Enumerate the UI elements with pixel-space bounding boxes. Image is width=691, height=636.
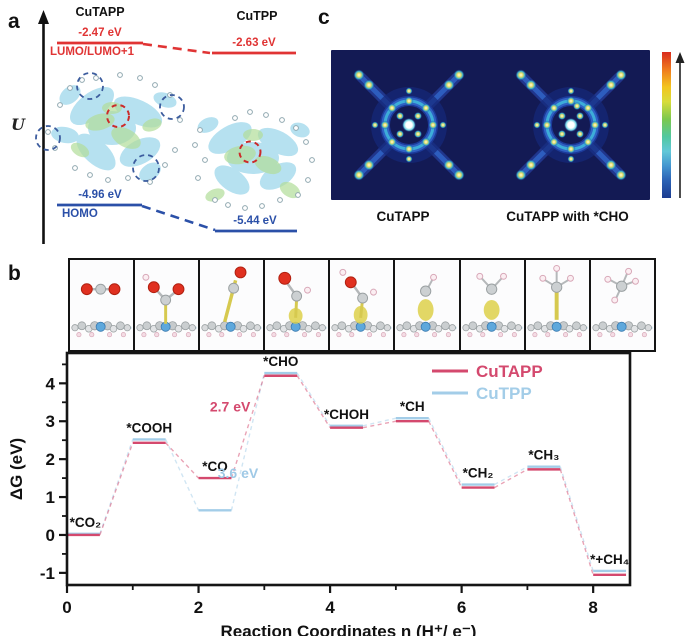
colorbar-up-arrow-icon [675,52,685,198]
reaction-intermediate-strip [68,258,657,352]
x-axis-title: Reaction Coordinates n (H⁺/ e⁻) [221,622,477,636]
density-map-cutapp-with-cho [516,70,627,181]
cu-center-dashed-circle [106,104,130,128]
lumo-left-value: -2.47 eV [78,27,122,39]
connector-CuTPP [494,466,528,486]
homo-left-value: -4.96 eV [78,189,122,201]
connector-CuTAPP [559,469,594,575]
cu-center-dashed-circle [238,140,262,164]
x-tick-label: 8 [588,598,597,617]
structure-ch2 [458,258,526,352]
homo-levels [57,203,297,233]
connector-CuTPP [230,372,265,511]
cutapp-title: CuTAPP [75,5,125,19]
structure-co2 [68,258,136,352]
species-label: *CH [400,399,425,414]
energy-axis-arrow-icon [38,10,49,244]
panel-b-label: b [8,262,21,285]
panel-a-label: a [8,10,20,33]
y-tick-label: 4 [46,374,56,393]
structure-co [198,258,266,352]
amino-group-dashed-circles [35,72,185,182]
y-tick-label: -1 [40,564,55,583]
annotation: 2.7 eV [210,398,251,414]
energy-axis-label: U [11,115,25,134]
chart-frame [65,351,632,587]
lumo-label: LUMO/LUMO+1 [50,46,135,58]
lumo-levels [57,41,296,55]
species-label: *CO₂ [70,515,102,530]
charge-density-maps [331,50,650,200]
legend-label-CuTAPP: CuTAPP [476,362,543,381]
density-map-cutapp [354,70,465,181]
connector-CuTPP [296,372,331,427]
species-label: *COOH [126,420,172,435]
structure-ch4 [588,258,657,352]
homo-label: HOMO [62,208,98,220]
panel-a-graphics [35,10,315,244]
colorbar-icon [662,52,671,198]
panel-c-label: c [318,6,330,29]
connector-CuTAPP [428,420,463,488]
cutapp-orbital-isosurface [35,72,185,185]
caption-cutapp: CuTAPP [376,209,430,224]
connector-CuTAPP [230,375,265,479]
species-label: *CO [202,459,228,474]
connector-CuTAPP [296,375,331,429]
y-tick-label: 1 [46,488,55,507]
connector-CuTAPP [362,420,396,429]
species-label: *CHOH [324,407,369,422]
structure-ch3 [523,258,591,352]
legend-label-CuTPP: CuTPP [476,384,532,403]
x-tick-label: 4 [325,598,335,617]
connector-CuTAPP [99,442,134,536]
y-tick-label: 3 [46,412,55,431]
structure-choh [328,258,396,352]
x-tick-label: 0 [62,598,71,617]
structure-ch [393,258,461,352]
cutpp-orbital-isosurface [192,109,315,211]
y-tick-label: 2 [46,450,55,469]
connector-CuTPP [362,417,397,427]
homo-right-value: -5.44 eV [233,215,277,227]
annotation: 3.6 eV [218,465,259,481]
connector-CuTPP [428,417,463,485]
x-tick-label: 2 [194,598,203,617]
species-label: *+CH₄ [590,552,629,567]
connector-CuTPP [165,439,200,511]
lumo-right-value: -2.63 eV [232,37,276,49]
structure-cooh [133,258,201,352]
connector-CuTPP [559,466,594,572]
free-energy-chart: 0 2 4 6 8 -1 0 1 2 3 4 Reaction Coordinates n (H⁺/ … [7,351,632,636]
species-label: *CH₃ [528,448,559,463]
y-tick-label: 0 [46,526,55,545]
charge-density-panel [331,50,650,200]
cutpp-title: CuTPP [236,9,278,23]
x-tick-label: 6 [457,598,466,617]
y-axis-title: ΔG (eV) [7,438,26,500]
species-label: *CHO [263,354,298,369]
connector-CuTAPP [494,468,528,489]
structure-cho [263,258,331,352]
species-label: *CH₂ [463,466,494,481]
caption-cutapp-with-cho: CuTAPP with *CHO [506,209,629,224]
connector-CuTAPP [165,442,200,479]
